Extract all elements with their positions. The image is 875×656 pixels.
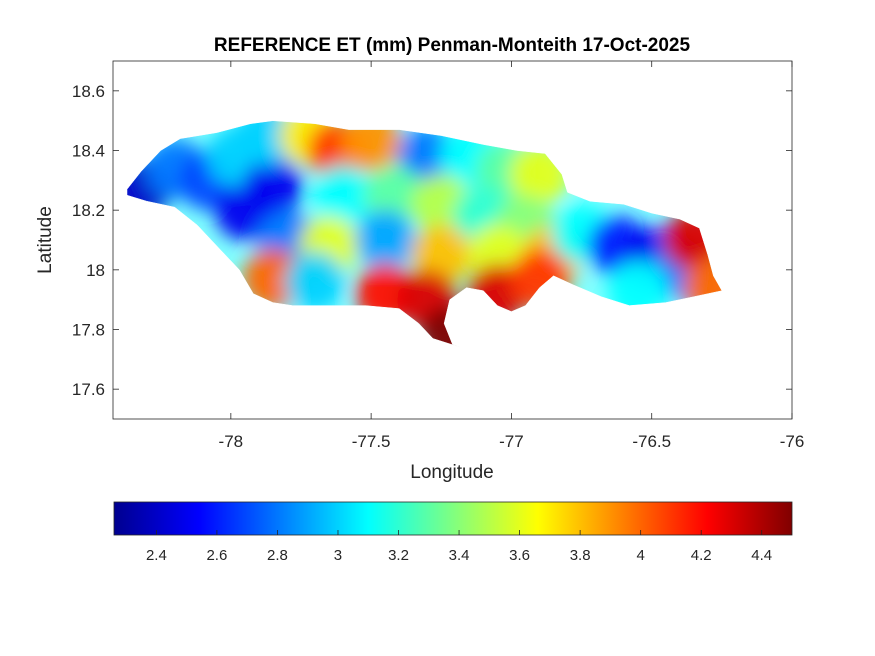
heat-cell-15 <box>363 165 424 226</box>
colorbar-tick-label: 2.8 <box>267 547 288 564</box>
x-tick-label: -77 <box>499 432 524 451</box>
colorbar-tick-label: 4.2 <box>691 547 712 564</box>
colorbar <box>113 501 793 536</box>
x-tick-label: -76 <box>780 432 805 451</box>
colorbar-tick-label: 3.2 <box>388 547 409 564</box>
y-tick-label: 18.6 <box>72 82 105 101</box>
x-tick-label: -77.5 <box>352 432 391 451</box>
x-axis: -78 -77.5 -77 -76.5 -76 <box>219 61 805 451</box>
colorbar-tick-label: 2.4 <box>146 547 167 564</box>
y-tick-label: 17.6 <box>72 380 105 399</box>
heat-cell-21 <box>355 210 416 270</box>
colorbar-tick-label: 4.4 <box>751 547 772 564</box>
island-outline <box>126 120 723 348</box>
y-tick-label: 18.2 <box>72 201 105 220</box>
colorbar-tick-label: 2.6 <box>206 547 227 564</box>
heat-cell-10 <box>397 126 458 187</box>
y-tick-label: 17.8 <box>72 321 105 340</box>
colorbar-tick-label: 3.8 <box>570 547 591 564</box>
y-tick-label: 18 <box>86 261 105 280</box>
y-tick-label: 18.4 <box>72 142 105 161</box>
y-axis: 17.6 17.8 18 18.2 18.4 18.6 <box>72 82 792 399</box>
colorbar-ticks: 2.4 2.6 2.8 3 3.2 3.4 3.6 3.8 4 4.2 4.4 <box>146 530 772 564</box>
colorbar-tick-label: 3.6 <box>509 547 530 564</box>
axes-box <box>112 60 793 420</box>
colorbar-tick-label: 4 <box>636 547 644 564</box>
x-tick-label: -76.5 <box>632 432 671 451</box>
x-tick-label: -78 <box>219 432 244 451</box>
y-axis-label: Latitude <box>35 206 56 274</box>
chart-title: REFERENCE ET (mm) Penman-Monteith 17-Oct… <box>214 35 691 56</box>
heatmap-cells <box>127 120 722 348</box>
x-axis-label: Longitude <box>410 462 493 483</box>
colorbar-tick-label: 3 <box>334 547 342 564</box>
heat-cell-26 <box>285 251 345 312</box>
heat-cell-14 <box>313 165 374 226</box>
colorbar-tick-label: 3.4 <box>449 547 470 564</box>
heat-cell-6 <box>234 120 295 166</box>
heat-cell-5 <box>242 156 303 217</box>
